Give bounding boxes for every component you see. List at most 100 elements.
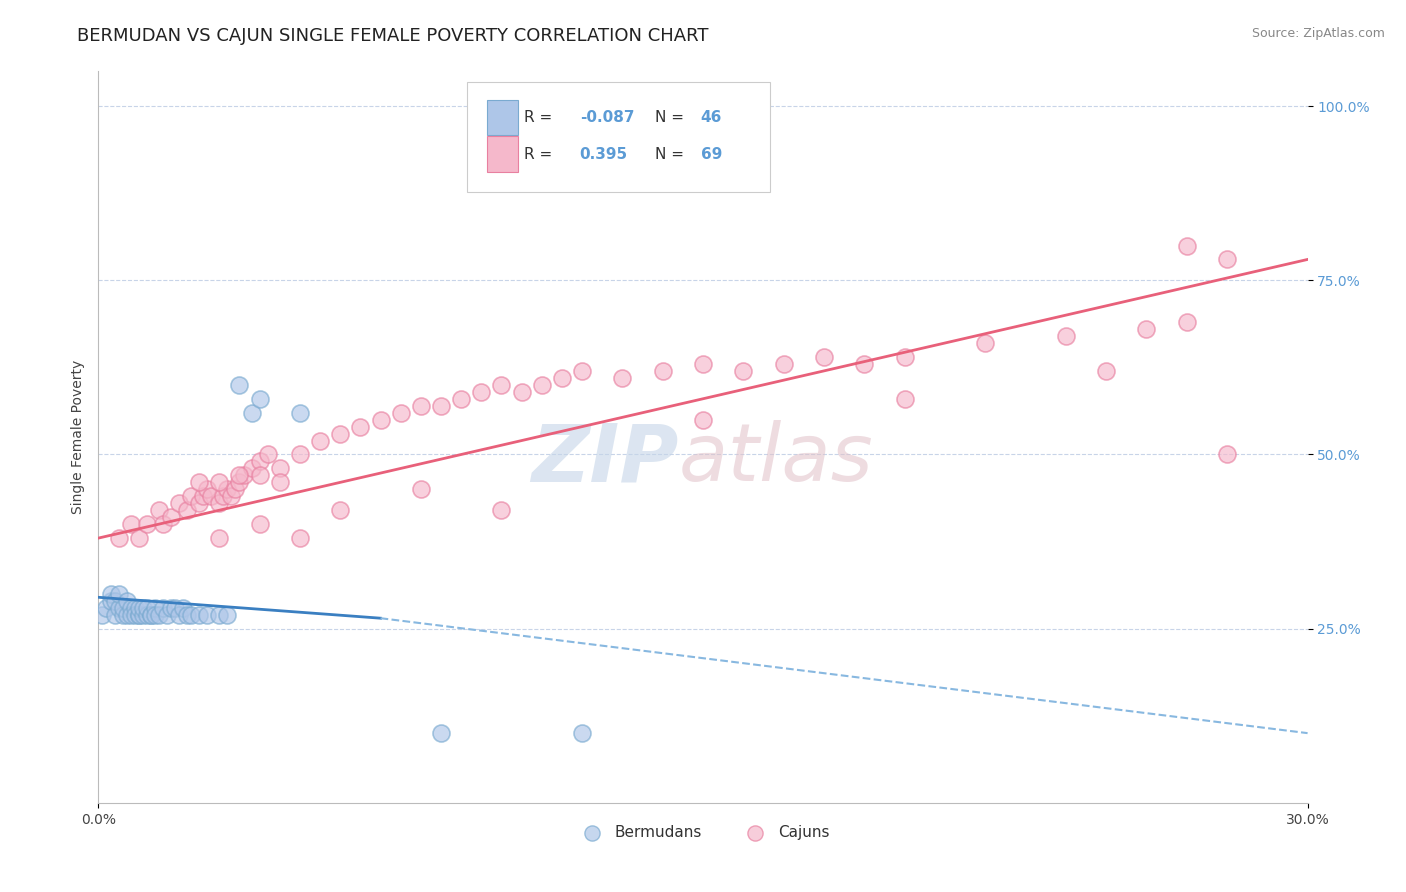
- Point: [124, 607, 146, 622]
- Text: R =: R =: [524, 110, 553, 125]
- Point: [228, 475, 250, 490]
- Point: [409, 399, 432, 413]
- Point: [135, 517, 157, 532]
- Point: [176, 607, 198, 622]
- Point: [349, 419, 371, 434]
- Point: [288, 531, 311, 545]
- Point: [329, 426, 352, 441]
- Text: BERMUDAN VS CAJUN SINGLE FEMALE POVERTY CORRELATION CHART: BERMUDAN VS CAJUN SINGLE FEMALE POVERTY …: [77, 27, 709, 45]
- Point: [128, 607, 150, 622]
- Point: [132, 600, 155, 615]
- Point: [91, 607, 114, 622]
- Point: [217, 483, 239, 497]
- Point: [128, 607, 150, 622]
- Point: [163, 600, 186, 615]
- Point: [180, 489, 202, 503]
- Point: [212, 489, 235, 503]
- Point: [1216, 252, 1239, 267]
- Point: [1054, 329, 1077, 343]
- Point: [107, 531, 129, 545]
- Point: [120, 517, 142, 532]
- Point: [208, 607, 231, 622]
- Point: [240, 461, 263, 475]
- Point: [813, 350, 835, 364]
- Point: [107, 587, 129, 601]
- Point: [571, 726, 593, 740]
- Point: [128, 531, 150, 545]
- Point: [135, 600, 157, 615]
- Point: [249, 468, 271, 483]
- Point: [143, 607, 166, 622]
- Point: [1135, 322, 1157, 336]
- Point: [115, 607, 138, 622]
- Point: [430, 726, 453, 740]
- Text: R =: R =: [524, 146, 553, 161]
- Point: [853, 357, 876, 371]
- Point: [124, 600, 146, 615]
- Point: [1175, 315, 1198, 329]
- Point: [143, 600, 166, 615]
- Text: ZIP: ZIP: [531, 420, 679, 498]
- Point: [772, 357, 794, 371]
- Point: [100, 587, 122, 601]
- Point: [228, 377, 250, 392]
- Point: [120, 607, 142, 622]
- Text: N =: N =: [655, 110, 683, 125]
- Point: [221, 489, 243, 503]
- Point: [1175, 238, 1198, 252]
- Point: [172, 600, 194, 615]
- Point: [692, 357, 714, 371]
- Text: 0.395: 0.395: [579, 146, 628, 161]
- Text: -0.087: -0.087: [579, 110, 634, 125]
- Point: [1095, 364, 1118, 378]
- Point: [111, 607, 134, 622]
- Point: [240, 406, 263, 420]
- Point: [651, 364, 673, 378]
- Point: [176, 503, 198, 517]
- Point: [128, 600, 150, 615]
- Point: [551, 371, 574, 385]
- Point: [249, 454, 271, 468]
- Text: 69: 69: [700, 146, 721, 161]
- Point: [530, 377, 553, 392]
- Point: [232, 468, 254, 483]
- Point: [249, 392, 271, 406]
- Point: [470, 384, 492, 399]
- Point: [148, 607, 170, 622]
- Point: [160, 510, 183, 524]
- Point: [389, 406, 412, 420]
- Point: [208, 475, 231, 490]
- Point: [167, 496, 190, 510]
- Point: [893, 392, 915, 406]
- Point: [115, 594, 138, 608]
- Point: [193, 489, 215, 503]
- Point: [256, 448, 278, 462]
- Point: [180, 607, 202, 622]
- Point: [96, 600, 118, 615]
- Point: [152, 517, 174, 532]
- FancyBboxPatch shape: [486, 136, 517, 172]
- Point: [167, 607, 190, 622]
- Point: [733, 364, 755, 378]
- Point: [120, 600, 142, 615]
- Point: [188, 607, 211, 622]
- Point: [491, 503, 513, 517]
- Point: [430, 399, 453, 413]
- Point: [571, 364, 593, 378]
- Point: [103, 594, 125, 608]
- Point: [208, 496, 231, 510]
- Point: [612, 371, 634, 385]
- Point: [510, 384, 533, 399]
- Point: [195, 483, 218, 497]
- Point: [309, 434, 332, 448]
- Text: atlas: atlas: [679, 420, 873, 498]
- Point: [111, 600, 134, 615]
- Point: [195, 607, 218, 622]
- Point: [188, 475, 211, 490]
- Point: [148, 503, 170, 517]
- Point: [269, 461, 291, 475]
- Point: [160, 600, 183, 615]
- Point: [135, 607, 157, 622]
- Point: [224, 483, 246, 497]
- Text: N =: N =: [655, 146, 683, 161]
